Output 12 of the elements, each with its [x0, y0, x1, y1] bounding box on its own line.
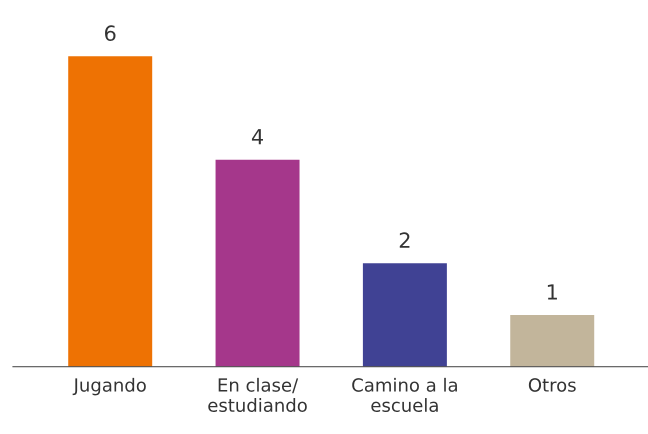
data-label: 4: [252, 129, 264, 144]
x-tick-label: Jugando: [72, 378, 146, 396]
bar: [216, 160, 300, 367]
x-tick-label: Otros: [528, 378, 576, 392]
x-tick-label: Camino a la escuela: [352, 378, 457, 412]
data-label: 1: [548, 284, 557, 300]
bar: [510, 314, 594, 367]
bar: [68, 56, 152, 367]
data-label: 6: [105, 25, 116, 42]
bar: [362, 263, 447, 367]
data-label: 2: [400, 232, 410, 248]
x-tick-label: En clase/ estudiando: [208, 378, 307, 412]
